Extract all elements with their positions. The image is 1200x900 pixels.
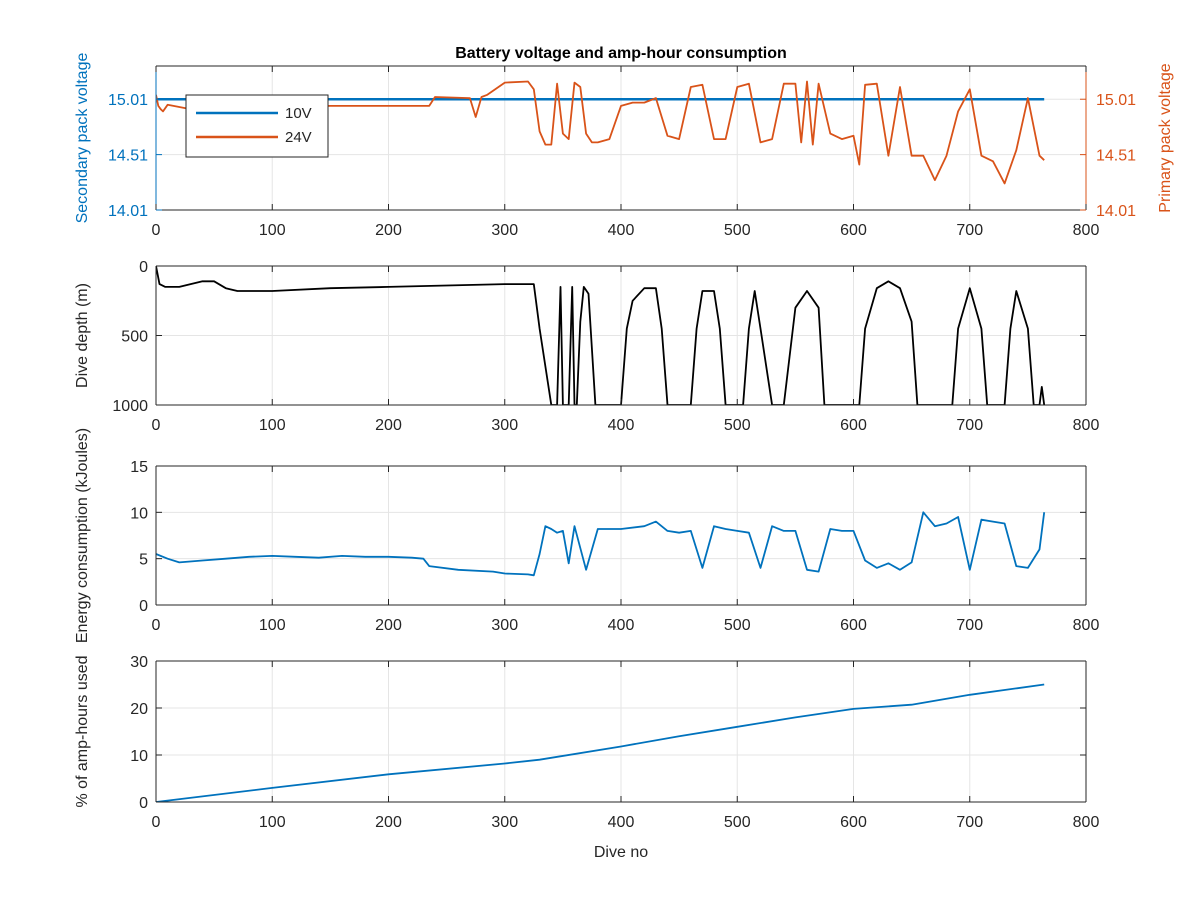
x-tick-label: 600 — [840, 814, 867, 831]
y-tick-label: 1000 — [112, 398, 148, 415]
x-tick-label: 0 — [152, 417, 161, 434]
x-tick-label: 200 — [375, 222, 402, 239]
x-tick-label: 400 — [608, 617, 635, 634]
x-tick-label: 800 — [1073, 222, 1100, 239]
x-tick-label: 300 — [491, 814, 518, 831]
x-tick-label: 0 — [152, 814, 161, 831]
y-tick-label: 20 — [130, 701, 148, 718]
x-tick-label: 500 — [724, 417, 751, 434]
x-tick-label: 100 — [259, 617, 286, 634]
x-tick-label: 500 — [724, 814, 751, 831]
axes-4: 0 100 200 300 400 500 600 700 800 0 10 20 30 % of amp… — [74, 654, 1099, 861]
x-tick-label: 200 — [375, 617, 402, 634]
y-right-tick-label: 14.51 — [1096, 148, 1136, 165]
y-tick-label: 15.01 — [108, 92, 148, 109]
x-tick-label: 500 — [724, 617, 751, 634]
y-tick-label: 0 — [139, 598, 148, 615]
y-right-axis-label: Primary pack voltage — [1157, 63, 1174, 212]
series-line-1 — [156, 683, 1045, 802]
x-tick-label: 300 — [491, 417, 518, 434]
x-tick-label: 700 — [956, 417, 983, 434]
y-tick-label: 10 — [130, 748, 148, 765]
x-tick-label: 800 — [1073, 814, 1100, 831]
y-tick-label: 30 — [130, 654, 148, 671]
legend-label-10v: 10V — [285, 105, 312, 122]
x-tick-label: 200 — [375, 814, 402, 831]
x-tick-label: 400 — [608, 222, 635, 239]
x-tick-label: 800 — [1073, 617, 1100, 634]
y-axis-label: % of amp-hours used — [74, 655, 91, 807]
figure-title: Battery voltage and amp-hour consumption — [455, 45, 787, 62]
series-line-1 — [156, 266, 1046, 405]
y-tick-label: 14.51 — [108, 148, 148, 165]
x-tick-label: 200 — [375, 417, 402, 434]
x-tick-label: 100 — [259, 417, 286, 434]
x-tick-label: 400 — [608, 417, 635, 434]
x-tick-label: 300 — [491, 617, 518, 634]
axes-3: 0 100 200 300 400 500 600 700 800 0 5 10 15 Energy co… — [74, 428, 1099, 643]
x-tick-label: 300 — [491, 222, 518, 239]
x-tick-label: 600 — [840, 222, 867, 239]
x-tick-label: 500 — [724, 222, 751, 239]
y-axis-label: Dive depth (m) — [74, 283, 91, 388]
x-tick-label: 700 — [956, 617, 983, 634]
y-axis-label: Secondary pack voltage — [74, 53, 91, 224]
y-tick-label: 15 — [130, 459, 148, 476]
y-tick-label: 14.01 — [108, 203, 148, 220]
y-tick-label: 0 — [139, 795, 148, 812]
y-tick-label: 500 — [121, 329, 148, 346]
legend-box — [185, 94, 329, 158]
x-tick-label: 800 — [1073, 417, 1100, 434]
x-tick-label: 100 — [259, 814, 286, 831]
x-tick-label: 100 — [259, 222, 286, 239]
axes-2: 0 100 200 300 400 500 600 700 800 0 500 1000 Dive de… — [74, 259, 1099, 434]
plots-group: 0 100 200 300 400 500 600 700 80014.0114.5115.01… — [74, 53, 1174, 861]
y-tick-label: 0 — [139, 259, 148, 276]
x-tick-label: 600 — [840, 617, 867, 634]
x-tick-label: 700 — [956, 222, 983, 239]
legend-label-24v: 24V — [285, 129, 312, 146]
x-tick-label: 0 — [152, 222, 161, 239]
x-tick-label: 600 — [840, 417, 867, 434]
y-axis-label: Energy consumption (kJoules) — [74, 428, 91, 643]
x-axis-label: Dive no — [594, 844, 648, 861]
series-line-24v — [156, 80, 1045, 185]
y-tick-label: 10 — [130, 505, 148, 522]
axes-1: 0 100 200 300 400 500 600 700 800 14.01 14.51 15.01… — [74, 53, 1174, 239]
x-tick-label: 700 — [956, 814, 983, 831]
x-tick-label: 0 — [152, 617, 161, 634]
x-tick-label: 400 — [608, 814, 635, 831]
y-right-tick-label: 15.01 — [1096, 92, 1136, 109]
series-line-1 — [156, 511, 1046, 577]
y-tick-label: 5 — [139, 552, 148, 569]
y-right-tick-label: 14.01 — [1096, 203, 1136, 220]
